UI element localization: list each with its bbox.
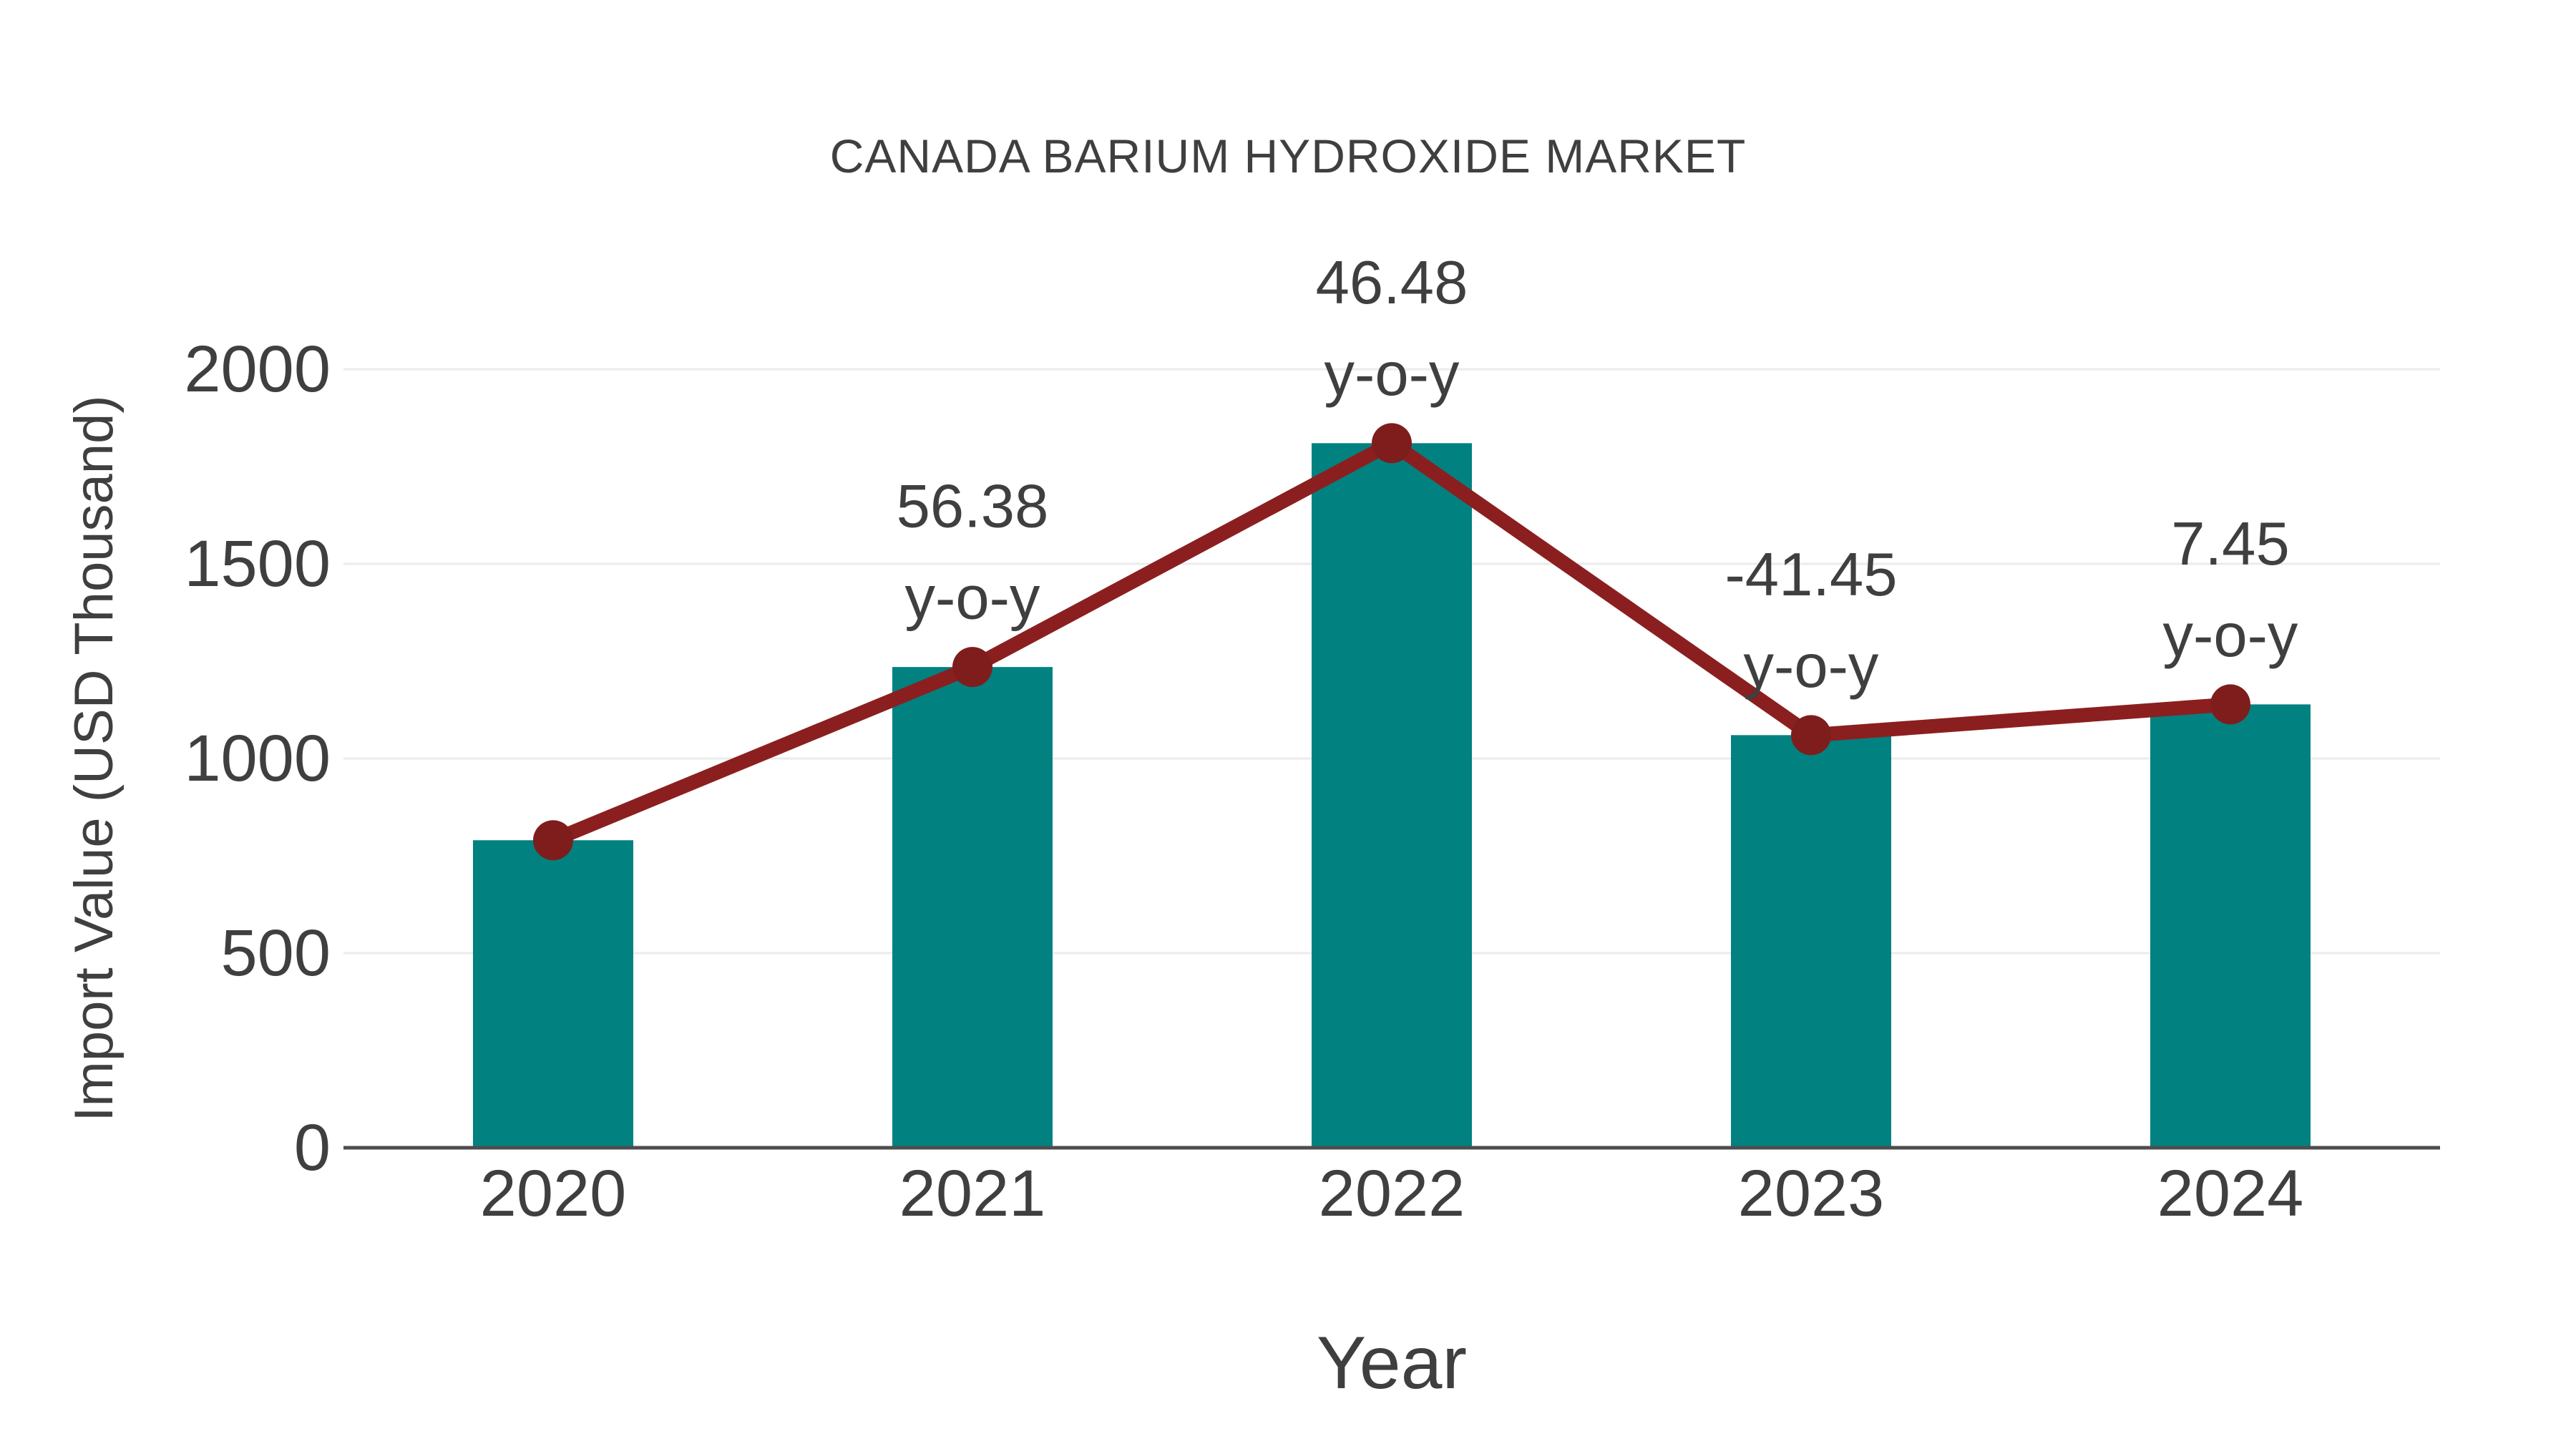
bar-2022 (1312, 443, 1472, 1148)
ytick-label-1000: 1000 (184, 722, 331, 795)
yoy-label-suffix-2024: y-o-y (2163, 602, 2298, 670)
ytick-label-500: 500 (221, 917, 331, 990)
yoy-label-value-2023: -41.45 (1724, 541, 1897, 609)
ytick-label-2000: 2000 (184, 333, 331, 406)
bar-2021 (892, 667, 1053, 1148)
bar-2024 (2150, 704, 2311, 1148)
marker-2021 (952, 647, 992, 688)
yoy-label-value-2021: 56.38 (897, 473, 1049, 541)
bar-2020 (473, 840, 633, 1148)
xtick-label-2020: 2020 (480, 1157, 627, 1230)
yoy-label-value-2024: 7.45 (2171, 510, 2289, 578)
x-axis-title-text: Year (1316, 1322, 1468, 1405)
chart-title: CANADA BARIUM HYDROXIDE MARKET (829, 130, 1747, 182)
xtick-label-2023: 2023 (1738, 1157, 1885, 1230)
ytick-label-1500: 1500 (184, 527, 331, 600)
yoy-label-suffix-2021: y-o-y (905, 565, 1040, 633)
yoy-label-suffix-2022: y-o-y (1324, 341, 1460, 409)
xtick-label-2024: 2024 (2157, 1157, 2304, 1230)
marker-2020 (533, 820, 573, 861)
xtick-label-2022: 2022 (1319, 1157, 1465, 1230)
yoy-label-suffix-2023: y-o-y (1744, 633, 1879, 701)
yoy-label-value-2022: 46.48 (1316, 249, 1468, 317)
marker-2023 (1791, 715, 1831, 756)
marker-2022 (1372, 423, 1412, 464)
bar-2023 (1731, 735, 1891, 1148)
xtick-label-2021: 2021 (899, 1157, 1046, 1230)
ytick-label-0: 0 (294, 1111, 331, 1184)
marker-2024 (2210, 684, 2250, 725)
